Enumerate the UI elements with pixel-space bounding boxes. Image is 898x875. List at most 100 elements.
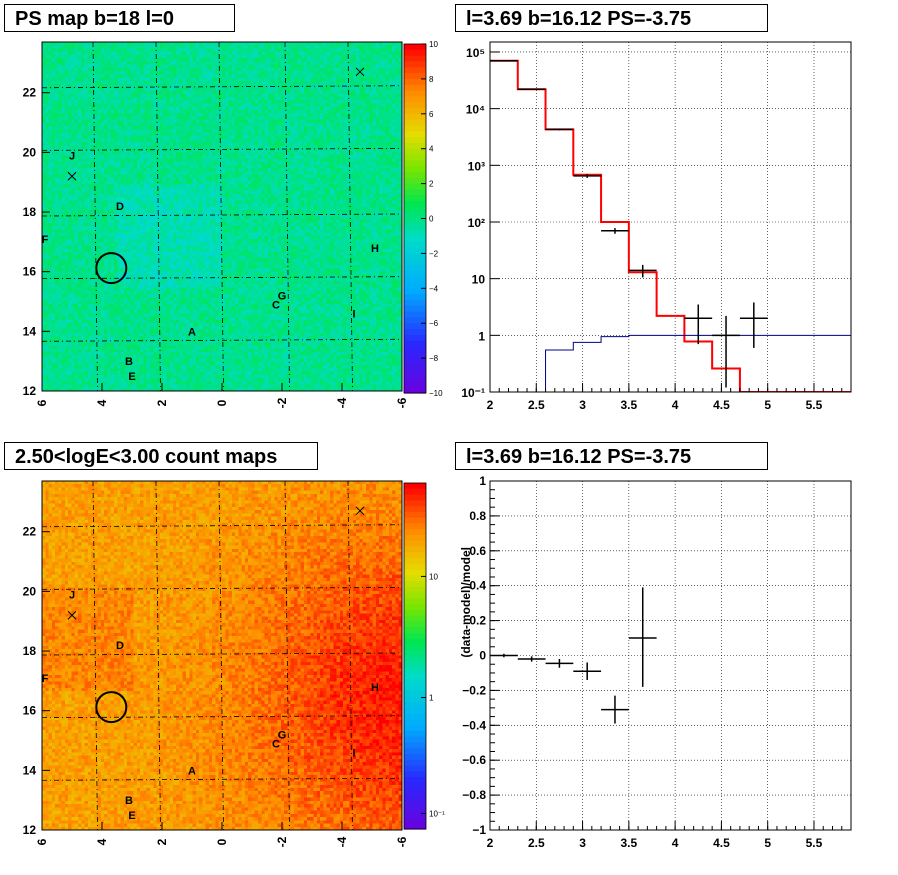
- grid-parallel: [42, 85, 402, 89]
- y-tick-label: 18: [23, 644, 37, 658]
- colorbar-cell: [404, 540, 426, 548]
- y-tick-label: 12: [23, 823, 37, 837]
- ps-map-title: PS map b=18 l=0: [4, 4, 235, 32]
- colorbar-cell: [404, 323, 426, 330]
- coordinate-grid: [42, 481, 402, 830]
- colorbar-cell: [404, 90, 426, 97]
- colorbar-cell: [404, 546, 426, 553]
- heatmap-raster: [42, 42, 402, 391]
- colorbar-cell: [404, 61, 426, 68]
- colorbar-cell: [404, 736, 426, 744]
- colorbar-cell: [404, 725, 426, 732]
- colorbar-cell: [404, 557, 426, 565]
- colorbar-cell: [404, 154, 426, 161]
- x-tick-label: 4: [95, 838, 109, 845]
- grid-meridian: [284, 42, 290, 391]
- colorbar-cell: [404, 667, 426, 674]
- colorbar-cell: [404, 696, 426, 703]
- x-tick-label: -4: [335, 836, 349, 847]
- grid-meridian: [155, 42, 161, 391]
- x-tick-label: 2.5: [528, 836, 545, 850]
- x-tick-label: 5.5: [806, 836, 823, 850]
- colorbar-cell: [404, 517, 426, 524]
- colorbar-cell: [404, 575, 426, 582]
- colorbar-cell: [404, 713, 426, 721]
- colorbar-cell: [404, 334, 426, 342]
- colorbar-tick-label: 1: [429, 694, 434, 703]
- colorbar-cell: [404, 511, 426, 519]
- colorbar-cell: [404, 340, 426, 348]
- y-tick-label: 10⁻¹: [461, 386, 485, 400]
- colorbar-cell: [404, 230, 426, 237]
- grid-parallel: [42, 715, 402, 719]
- colorbar-cell: [404, 218, 426, 225]
- cross-marker: [355, 506, 365, 516]
- y-tick-label: 14: [23, 763, 37, 777]
- y-tick-label: 0: [479, 649, 486, 663]
- colorbar-cell: [404, 702, 426, 709]
- colorbar-cell: [404, 656, 426, 663]
- grid-meridian: [347, 481, 353, 830]
- plot-content: [490, 59, 851, 392]
- colorbar-cell: [404, 78, 426, 86]
- x-tick-label: 2: [155, 838, 169, 845]
- x-tick-label: -2: [275, 836, 289, 847]
- y-tick-label: 12: [23, 384, 37, 398]
- colorbar-cell: [404, 627, 426, 634]
- colorbar-cell: [404, 206, 426, 214]
- x-tick-label: 2.5: [528, 398, 545, 412]
- x-tick-label: 5.5: [806, 398, 823, 412]
- grid-meridian: [284, 481, 290, 830]
- colorbar-cell: [404, 235, 426, 243]
- grid-parallel: [42, 147, 402, 151]
- grid-meridian: [347, 42, 353, 391]
- y-tick-label: 0.8: [469, 509, 486, 523]
- colorbar-cell: [404, 387, 426, 394]
- colorbar-cell: [404, 644, 426, 651]
- grid-parallel: [42, 777, 402, 781]
- colorbar-cell: [404, 684, 426, 692]
- colorbar-cell: [404, 690, 426, 697]
- colorbar-cell: [404, 811, 426, 819]
- source-label: F: [42, 234, 49, 246]
- x-tick-label: 6: [35, 399, 49, 406]
- x-tick-label: 6: [35, 838, 49, 845]
- y-tick-label: −0.2: [462, 683, 486, 697]
- y-axis-title: (data-model)/model: [459, 547, 473, 658]
- y-tick-label: 10⁴: [466, 103, 485, 117]
- colorbar-cell: [404, 247, 426, 254]
- colorbar-cell: [404, 317, 426, 324]
- colorbar-cell: [404, 632, 426, 640]
- colorbar-tick-label: 10: [429, 40, 438, 49]
- colorbar-cell: [404, 282, 426, 289]
- colorbar-cell: [404, 569, 426, 576]
- source-label: J: [69, 589, 75, 601]
- colorbar-tick-label: 0: [429, 215, 434, 224]
- colorbar-cell: [404, 259, 426, 266]
- y-tick-label: 0.6: [469, 544, 486, 558]
- colorbar-cell: [404, 621, 426, 628]
- x-tick-label: 2: [487, 398, 494, 412]
- colorbar-cell: [404, 107, 426, 115]
- colorbar-tick-label: 10: [429, 572, 438, 581]
- x-tick-label: 2: [487, 836, 494, 850]
- y-tick-label: 18: [23, 205, 37, 219]
- model-source-line: [545, 334, 851, 392]
- colorbar-cell: [404, 638, 426, 646]
- x-tick-label: 0: [215, 399, 229, 406]
- source-label: H: [371, 243, 379, 255]
- colorbar-cell: [404, 483, 426, 490]
- y-tick-label: 22: [23, 525, 37, 539]
- grid-parallel: [42, 586, 402, 590]
- colorbar-cell: [404, 381, 426, 388]
- selected-position-circle: [95, 252, 128, 285]
- colorbar-cell: [404, 102, 426, 109]
- colorbar-cell: [404, 805, 426, 813]
- coordinate-grid: [42, 42, 402, 391]
- colorbar-cell: [404, 800, 426, 807]
- colorbar-cell: [404, 177, 426, 185]
- grid-parallel: [42, 276, 402, 280]
- colorbar-cell: [404, 609, 426, 617]
- grid-meridian: [92, 481, 98, 830]
